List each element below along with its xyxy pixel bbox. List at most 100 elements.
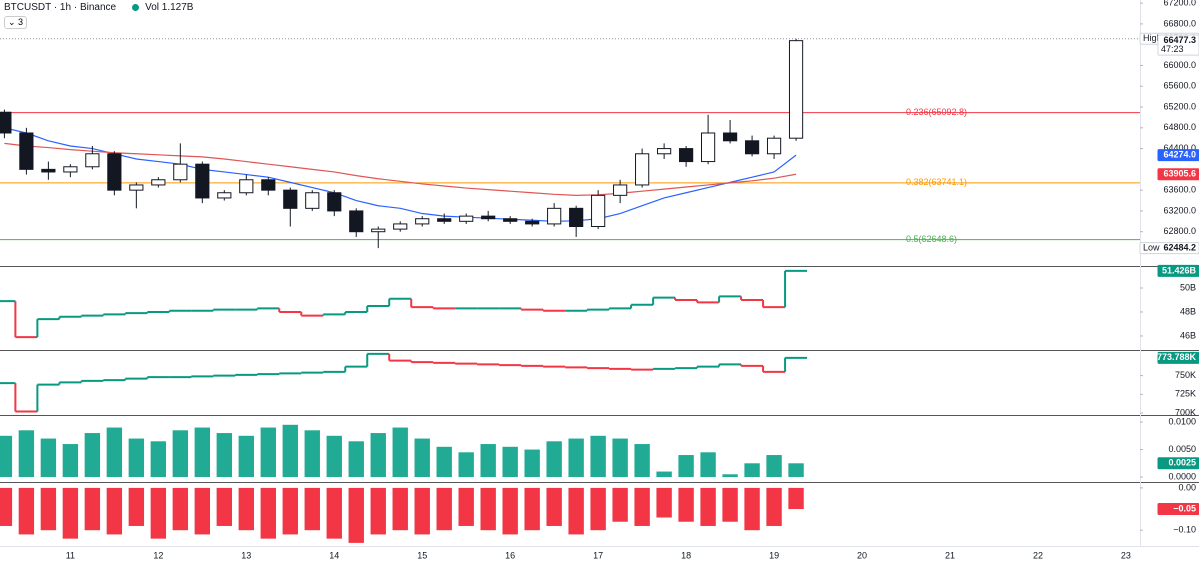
- histogram-bar: [370, 433, 386, 478]
- histogram-bar: [656, 487, 672, 518]
- price-tag: [1157, 351, 1199, 364]
- histogram-bar: [0, 487, 13, 526]
- x-tick-label: 15: [417, 550, 427, 560]
- price-tag-value: 64274.0: [1163, 150, 1196, 160]
- histogram-bar: [700, 452, 716, 478]
- candle-body: [19, 132, 34, 170]
- candle-body: [63, 166, 78, 173]
- histogram-bar: [326, 435, 342, 478]
- histogram-bar: [106, 427, 123, 478]
- fib-level-label: 0.382(63741.1): [906, 177, 967, 187]
- candle-body: [261, 179, 276, 191]
- histogram-bar: [766, 487, 782, 526]
- histogram-bar: [62, 444, 79, 478]
- y-tick-label: 65600.0: [1163, 81, 1196, 91]
- price-tag: [1157, 503, 1199, 516]
- y-tick-label: 66000.0: [1163, 60, 1196, 70]
- y-tick-label: 0.0000: [1168, 471, 1196, 481]
- histogram-bar: [480, 487, 496, 531]
- price-tag-value: 0.0025: [1168, 458, 1196, 468]
- histogram-bar: [524, 487, 540, 531]
- histogram-bar: [0, 435, 13, 478]
- x-tick-label: 14: [329, 550, 339, 560]
- histogram-bar: [304, 430, 320, 478]
- price-tag-countdown: 47:23: [1161, 44, 1184, 54]
- x-tick-label: 16: [505, 550, 515, 560]
- candle-body: [679, 148, 694, 163]
- price-tag: [1139, 242, 1199, 255]
- candle-body: [173, 163, 188, 181]
- histogram-bar: [678, 487, 694, 522]
- candle-body: [635, 153, 650, 186]
- histogram-bar: [84, 433, 101, 478]
- price-tag: [1157, 457, 1199, 470]
- candle-body: [657, 148, 672, 155]
- candle-body: [327, 192, 342, 212]
- volume: Vol 1.127B: [145, 2, 194, 13]
- histogram-bar: [150, 441, 167, 478]
- price-tag-value: 51.426B: [1162, 265, 1197, 275]
- histogram-bar: [722, 474, 738, 478]
- y-tick-label: 67200.0: [1163, 0, 1196, 7]
- histogram-bar: [568, 438, 584, 478]
- x-tick-label: 13: [241, 550, 251, 560]
- collapse-toggle[interactable]: ⌄ 3: [4, 16, 28, 29]
- histogram-bar: [524, 449, 540, 478]
- candle-body: [393, 223, 408, 230]
- y-tick-label: 64800.0: [1163, 122, 1196, 132]
- histogram-bar: [678, 455, 694, 478]
- y-tick-label: 0.0050: [1168, 444, 1196, 454]
- candle-body: [85, 153, 100, 168]
- histogram-bar: [502, 446, 518, 478]
- candle-body: [459, 215, 474, 222]
- candle-body: [569, 207, 584, 228]
- y-tick-label: 700K: [1175, 407, 1196, 417]
- histogram-bar: [722, 487, 738, 522]
- histogram-bar: [238, 487, 254, 531]
- histogram-bar: [40, 438, 57, 478]
- candle-body: [129, 184, 144, 191]
- histogram-bar: [216, 487, 233, 526]
- candle-body: [591, 194, 606, 228]
- histogram-bar: [18, 430, 35, 478]
- x-tick-label: 23: [1121, 550, 1131, 560]
- histogram-bar: [546, 487, 562, 526]
- moving-average: [4, 127, 797, 222]
- moving-average: [4, 142, 797, 196]
- histogram-bar: [172, 487, 189, 531]
- histogram-bar: [348, 487, 364, 543]
- y-tick-label: 750K: [1175, 370, 1196, 380]
- histogram-bar: [260, 427, 276, 478]
- histogram-bar: [40, 487, 57, 531]
- histogram-bar: [436, 446, 452, 478]
- candle-body: [305, 192, 320, 209]
- y-tick-label: 725K: [1175, 389, 1196, 399]
- y-tick-label: 50B: [1180, 282, 1196, 292]
- histogram-bar: [282, 487, 298, 535]
- y-tick-label: 48B: [1180, 306, 1196, 316]
- fib-level-label: 0.236(65092.8): [906, 107, 967, 117]
- histogram-bar: [392, 487, 408, 531]
- candle-body: [371, 228, 386, 233]
- y-tick-label: 66800.0: [1163, 18, 1196, 28]
- price-tag-value: 773.788K: [1157, 352, 1197, 362]
- x-tick-label: 17: [593, 550, 603, 560]
- histogram-bar: [788, 487, 804, 510]
- candle-body: [217, 192, 232, 199]
- histogram-bar: [260, 487, 276, 539]
- histogram-bar: [304, 487, 320, 531]
- histogram-bar: [634, 487, 650, 526]
- x-tick-label: 21: [945, 550, 955, 560]
- candle-body: [107, 153, 122, 191]
- y-tick-label: 0.0100: [1168, 416, 1196, 426]
- price-tag: [1157, 149, 1199, 162]
- symbol: BTCUSDT · 1h · Binance: [4, 2, 117, 13]
- histogram-bar: [62, 487, 79, 539]
- price-tag: [1157, 264, 1199, 277]
- collapse-count: 3: [18, 17, 24, 27]
- candle-body: [503, 218, 518, 222]
- price-tag-value: −0.05: [1173, 503, 1196, 513]
- price-tag: [1157, 34, 1199, 56]
